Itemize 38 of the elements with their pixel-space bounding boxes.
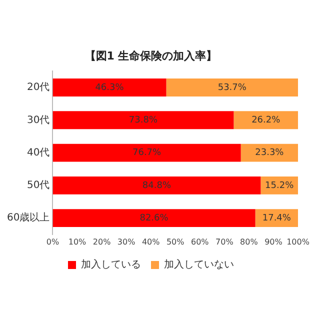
- x-tick-label: 60%: [191, 237, 210, 246]
- bar: [52, 176, 261, 194]
- y-tick-label: 40代: [26, 147, 50, 158]
- x-tick-label: 90%: [264, 237, 283, 246]
- legend-label: 加入している: [81, 258, 141, 271]
- x-tick-label: 40%: [142, 237, 160, 246]
- y-tick-label: 60歳以上: [6, 212, 50, 224]
- data-label: 46.3%: [95, 82, 124, 93]
- data-label: 73.8%: [128, 116, 158, 126]
- y-tick-label: 50代: [26, 180, 50, 192]
- data-label: 53.7%: [218, 82, 247, 93]
- legend-label: 加入していない: [164, 258, 234, 271]
- data-label: 15.2%: [265, 180, 294, 191]
- x-tick-label: 20%: [92, 237, 112, 246]
- data-label: 23.3%: [255, 148, 284, 158]
- bar: [52, 111, 234, 130]
- bar: [240, 144, 298, 162]
- bar: [52, 209, 256, 228]
- bar: [255, 209, 298, 228]
- data-label: 84.8%: [142, 180, 172, 191]
- data-label: 26.2%: [252, 116, 281, 126]
- x-tick-label: 100%: [286, 237, 310, 246]
- bar: [166, 78, 298, 96]
- bar: [52, 78, 166, 96]
- x-tick-label: 70%: [216, 237, 234, 246]
- x-tick-label: 80%: [240, 237, 258, 246]
- x-tick-label: 50%: [166, 237, 185, 246]
- data-label: 17.4%: [262, 213, 292, 224]
- bar: [52, 144, 241, 162]
- data-label: 82.6%: [140, 213, 169, 224]
- y-tick-label: 30代: [26, 114, 50, 126]
- bar: [234, 111, 298, 130]
- data-label: 76.7%: [132, 148, 162, 158]
- chart-title: 【図1 生命保険の加入率】: [84, 49, 218, 62]
- y-tick-label: 20代: [26, 82, 50, 94]
- x-tick-label: 30%: [117, 237, 136, 246]
- x-tick-label: 10%: [68, 237, 87, 246]
- x-tick-label: 0%: [46, 237, 60, 246]
